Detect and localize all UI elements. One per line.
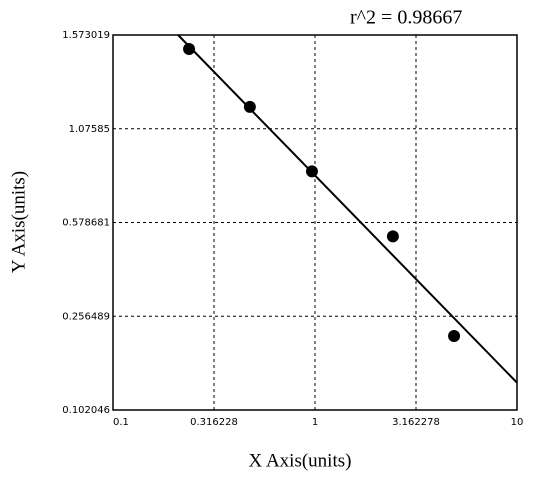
x-tick-label: 0.1 <box>113 417 129 428</box>
data-point <box>305 165 318 178</box>
y-tick-label: 1.573019 <box>62 30 110 41</box>
annotation: r^2 = 0.98667 <box>350 7 462 29</box>
x-tick-label: 0.316228 <box>190 417 238 428</box>
y-tick-label: 0.102046 <box>62 405 110 416</box>
x-tick-label: 10 <box>511 417 524 428</box>
data-point <box>243 100 256 113</box>
data-point <box>386 230 399 243</box>
x-tick-label: 3.162278 <box>392 417 440 428</box>
x-tick-label: 1 <box>312 417 318 428</box>
y-tick-label: 0.578681 <box>62 218 110 229</box>
fit-line <box>177 34 518 384</box>
data-point <box>448 329 461 342</box>
y-axis-title: Y Axis(units) <box>8 171 29 273</box>
y-tick-label: 1.07585 <box>69 124 110 135</box>
x-axis-title: X Axis(units) <box>249 450 352 471</box>
data-point <box>183 42 196 55</box>
y-tick-label: 0.256489 <box>62 311 110 322</box>
